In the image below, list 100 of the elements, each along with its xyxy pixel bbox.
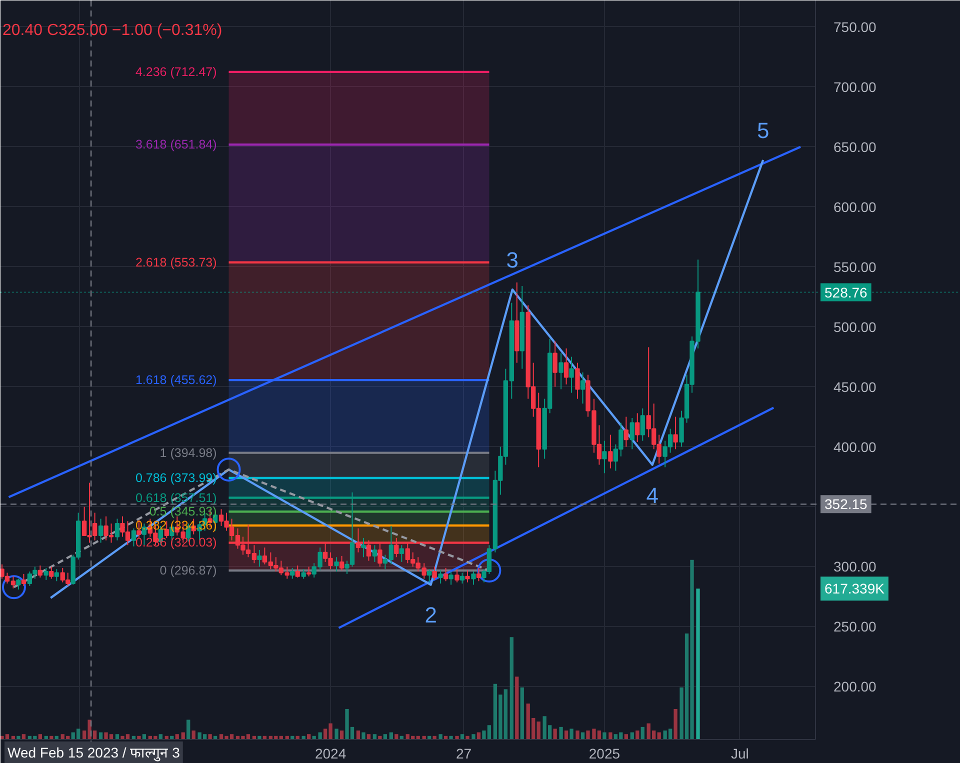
candlestick <box>630 417 634 450</box>
series-label: 0.786 (373.99) <box>135 470 217 485</box>
bar <box>258 736 262 740</box>
bar <box>334 728 338 740</box>
bar <box>208 734 212 740</box>
annotation: 2 <box>424 602 437 628</box>
candlestick <box>54 568 59 582</box>
y-tick-label: 650.00 <box>834 138 877 155</box>
bar <box>449 736 453 740</box>
candlestick <box>454 568 460 583</box>
candlestick <box>114 518 120 541</box>
point <box>216 458 241 482</box>
x-tick-label: 27 <box>456 746 472 762</box>
bar <box>674 708 678 740</box>
annotation: 4 <box>646 482 658 508</box>
candlestick <box>98 518 104 544</box>
candlestick <box>569 356 574 394</box>
x-tick-label: Jul <box>730 746 749 762</box>
series-label: 4.236 (712.47) <box>135 64 217 79</box>
y-tick-label: 200.00 <box>834 678 877 695</box>
bar <box>356 730 360 740</box>
bar <box>472 734 476 740</box>
bar <box>602 732 606 740</box>
candlestick <box>21 573 26 586</box>
candlestick <box>465 570 470 583</box>
candlestick <box>673 416 678 450</box>
candlestick <box>49 566 54 580</box>
candlestick <box>624 416 628 448</box>
bar <box>16 736 20 740</box>
bar <box>520 687 524 740</box>
candlestick <box>640 408 645 442</box>
text: 617.339K <box>824 580 886 597</box>
bar <box>564 730 568 740</box>
candlestick <box>552 340 558 388</box>
bar <box>137 736 141 740</box>
series-label: 1 (394.98) <box>160 446 217 460</box>
y-tick-label: 750.00 <box>834 18 877 35</box>
candlestick <box>301 568 306 580</box>
candlestick <box>471 571 476 586</box>
y-tick-label: 550.00 <box>834 258 877 275</box>
candlestick <box>257 549 262 568</box>
series-label: 1.618 (455.62) <box>135 373 217 388</box>
bar <box>570 728 574 740</box>
bar <box>438 734 442 740</box>
x-tick-label: 2024 <box>314 746 346 762</box>
candlestick <box>608 434 613 469</box>
bar <box>640 726 644 740</box>
candlestick <box>131 528 136 547</box>
series-label: 2.618 (553.73) <box>135 255 217 270</box>
candlestick <box>602 440 607 474</box>
bar <box>559 726 563 740</box>
bar <box>515 676 519 740</box>
candlestick <box>460 572 465 584</box>
candlestick <box>635 412 640 442</box>
candlestick <box>306 566 312 577</box>
bar <box>378 736 382 740</box>
candlestick <box>438 570 443 584</box>
point <box>2 575 26 600</box>
bar <box>340 730 344 740</box>
candlestick <box>361 537 366 558</box>
bar <box>553 728 557 740</box>
bar <box>586 730 590 740</box>
bar <box>536 722 540 740</box>
bar <box>318 732 322 740</box>
candlestick <box>290 567 295 580</box>
bar <box>362 732 366 740</box>
annotation: 5 <box>756 118 770 144</box>
y-tick-label: 400.00 <box>834 438 877 455</box>
y-tick-label: 700.00 <box>834 78 877 95</box>
bar <box>455 736 459 740</box>
ref-line-label: 528.76 <box>824 284 868 300</box>
candlestick <box>432 566 437 580</box>
candlestick <box>564 348 569 385</box>
candlestick <box>334 556 339 572</box>
candlestick <box>575 362 580 400</box>
bar <box>466 736 470 740</box>
candlestick <box>580 372 586 404</box>
candlestick <box>443 567 448 582</box>
candlestick <box>44 567 48 580</box>
candlestick <box>476 567 482 582</box>
y-tick-label: 500.00 <box>834 318 877 335</box>
bar <box>636 730 640 740</box>
bar <box>432 736 436 740</box>
series-label: 0 (296.87) <box>160 564 217 578</box>
series-label: 3.618 (651.84) <box>135 138 217 152</box>
candlestick <box>558 352 564 390</box>
bar <box>312 736 316 740</box>
y-tick-label: 600.00 <box>834 198 877 215</box>
candlestick <box>426 568 432 583</box>
annotation: 20.40 C325.00 −1.00 (−0.31%) <box>2 22 222 39</box>
bar <box>576 730 580 740</box>
candlestick <box>38 565 42 578</box>
ref-line-label: Wed Feb 15 2023 / फाल्गुन 3 <box>8 744 180 762</box>
y-tick-label: 450.00 <box>834 378 877 395</box>
bar <box>192 730 196 740</box>
ref-line-label: 352.15 <box>824 496 868 512</box>
annotation: 3 <box>506 248 519 273</box>
bar <box>696 588 700 740</box>
bar <box>186 720 190 740</box>
line-series <box>50 158 764 600</box>
